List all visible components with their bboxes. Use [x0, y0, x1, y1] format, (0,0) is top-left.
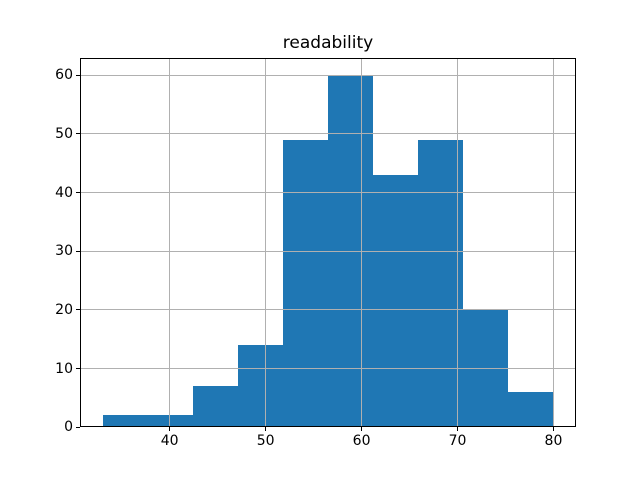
histogram-bar [237, 345, 283, 428]
x-tick-label: 60 [352, 433, 371, 450]
histogram-bar [418, 139, 464, 428]
y-tick-mark [76, 192, 80, 194]
x-tick-mark [265, 427, 267, 432]
y-tick-mark [76, 426, 80, 428]
x-tick-label: 80 [544, 433, 563, 450]
plot-area [80, 57, 576, 428]
x-tick-mark [361, 427, 363, 432]
gridline-horizontal [80, 250, 576, 252]
y-tick-label: 20 [55, 301, 73, 318]
gridline-horizontal [80, 192, 576, 194]
x-tick-label: 40 [160, 433, 179, 450]
histogram-bar [102, 415, 148, 428]
y-tick-label: 0 [64, 419, 73, 436]
gridline-vertical [552, 57, 554, 428]
gridline-horizontal [80, 133, 576, 135]
x-tick-label: 70 [448, 433, 467, 450]
x-tick-mark [457, 427, 459, 432]
gridline-vertical [457, 57, 459, 428]
gridline-horizontal [80, 74, 576, 76]
histogram-bar [508, 391, 554, 428]
y-tick-mark [76, 368, 80, 370]
gridline-horizontal [80, 309, 576, 311]
x-tick-mark [169, 427, 171, 432]
y-tick-label: 30 [55, 243, 73, 260]
y-tick-label: 40 [55, 184, 73, 201]
y-tick-label: 60 [55, 67, 73, 84]
histogram-bar [282, 139, 328, 428]
histogram-bar [373, 174, 419, 428]
chart-title: readability [282, 33, 374, 53]
y-tick-mark [76, 250, 80, 252]
y-tick-label: 10 [55, 360, 73, 377]
y-tick-label: 50 [55, 125, 73, 142]
x-tick-label: 50 [256, 433, 275, 450]
gridline-vertical [361, 57, 363, 428]
y-tick-mark [76, 309, 80, 311]
histogram-bar [192, 386, 238, 428]
y-tick-mark [76, 133, 80, 135]
y-tick-mark [76, 74, 80, 76]
gridline-vertical [169, 57, 171, 428]
x-tick-mark [552, 427, 554, 432]
gridline-vertical [265, 57, 267, 428]
gridline-horizontal [80, 368, 576, 370]
